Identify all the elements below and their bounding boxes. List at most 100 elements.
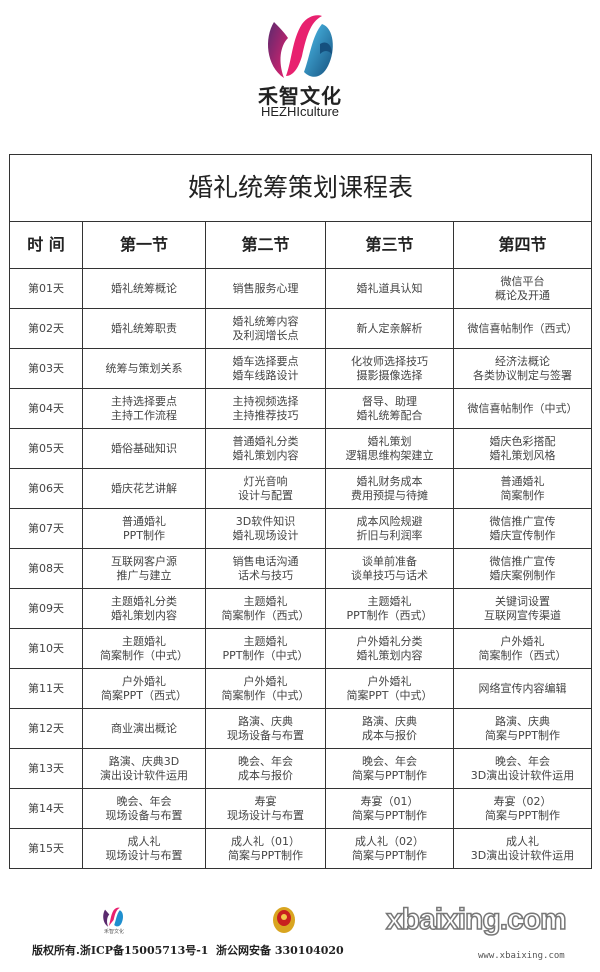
watermark-url: www.xbaixing.com	[478, 951, 565, 961]
course-cell: 互联网客户源 推广与建立	[82, 548, 206, 589]
course-line: 演出设计软件运用	[100, 768, 188, 782]
course-line: 寿宴（01）	[360, 794, 419, 808]
course-cell: 成人礼（02） 简案与PPT制作	[325, 828, 454, 869]
course-cell: 婚礼策划 逻辑思维构架建立	[325, 428, 454, 469]
table-row: 第12天 商业演出概论 路演、庆典 现场设备与布置 路演、庆典 成本与报价 路演、庆典 简案与…	[9, 708, 592, 749]
table-row: 第05天 婚俗基础知识 普通婚礼分类 婚礼策划内容 婚礼策划 逻辑思维构架建立 婚庆色彩搭配…	[9, 428, 592, 469]
table-row: 第02天 婚礼统筹职责 婚礼统筹内容 及利润增长点 新人定亲解析 微信喜帖制作（西式）	[9, 308, 592, 349]
course-cell: 晚会、年会 简案与PPT制作	[325, 748, 454, 789]
course-line: 简案制作（中式）	[100, 648, 188, 662]
course-line: 各类协议制定与签署	[473, 368, 572, 382]
course-line: 户外婚礼	[122, 674, 166, 688]
police-emblem-icon	[273, 907, 295, 933]
course-line: 婚庆色彩搭配	[489, 434, 556, 448]
course-cell: 普通婚礼 简案制作	[453, 468, 592, 509]
course-line: 微信喜帖制作（中式）	[467, 401, 578, 415]
header-session-4: 第四节	[453, 221, 592, 269]
table-row: 第10天 主题婚礼 简案制作（中式） 主题婚礼 PPT制作（中式） 户外婚礼分类 婚礼策划内…	[9, 628, 592, 669]
course-cell: 成本风险规避 折旧与利润率	[325, 508, 454, 549]
course-line: 路演、庆典	[362, 714, 417, 728]
course-line: 婚礼现场设计	[232, 528, 299, 542]
course-line: 简案制作（中式）	[221, 688, 310, 702]
course-line: 路演、庆典	[238, 714, 293, 728]
course-cell: 成人礼 3D演出设计软件运用	[453, 828, 592, 869]
day-cell: 第01天	[9, 268, 83, 309]
course-line: 成本与报价	[362, 728, 417, 742]
course-cell: 户外婚礼 简案PPT（西式）	[82, 668, 206, 709]
course-cell: 寿宴 现场设计与布置	[205, 788, 326, 829]
course-line: 婚礼财务成本	[356, 474, 423, 488]
course-line: 督导、助理	[362, 394, 417, 408]
course-line: 简案与PPT制作	[485, 808, 560, 822]
course-line: 婚礼统筹内容	[232, 314, 299, 328]
table-row: 第04天 主持选择要点 主持工作流程 主持视频选择 主持推荐技巧 督导、助理 婚礼统筹配合微…	[9, 388, 592, 429]
course-cell: 路演、庆典 现场设备与布置	[205, 708, 326, 749]
course-line: 现场设备与布置	[227, 728, 304, 742]
course-line: 经济法概论	[495, 354, 550, 368]
course-line: 婚礼策划	[367, 434, 412, 448]
course-line: 微信平台	[500, 274, 545, 288]
course-line: 简案与PPT制作	[352, 768, 427, 782]
course-line: 3D演出设计软件运用	[470, 768, 575, 782]
course-cell: 寿宴（02） 简案与PPT制作	[453, 788, 592, 829]
table-row: 第09天 主题婚礼分类 婚礼策划内容 主题婚礼 简案制作（西式） 主题婚礼 PPT制作（西式…	[9, 588, 592, 629]
course-line: 简案与PPT制作	[352, 808, 427, 822]
course-cell: 婚礼财务成本 费用预提与待摊	[325, 468, 454, 509]
course-cell: 普通婚礼分类 婚礼策划内容	[205, 428, 326, 469]
table-header-row: 时 间 第一节 第二节 第三节 第四节	[9, 221, 592, 269]
course-line: 主题婚礼	[122, 634, 166, 648]
course-line: 主持视频选择	[232, 394, 299, 408]
course-line: 现场设备与布置	[105, 808, 183, 822]
course-cell: 婚庆花艺讲解	[82, 468, 206, 509]
header-session-1: 第一节	[82, 221, 206, 269]
day-cell: 第11天	[9, 668, 83, 709]
course-line: 婚礼策划风格	[489, 448, 556, 462]
public-security-record-link[interactable]: 浙公网安备 330104020	[216, 944, 344, 957]
icp-license-link[interactable]: 版权所有.浙ICP备15005713号-1	[32, 944, 209, 957]
course-line: 简案与PPT制作	[352, 848, 427, 862]
header-session-3: 第三节	[325, 221, 454, 269]
table-row: 第01天 婚礼统筹概论 销售服务心理 婚礼道具认知 微信平台 概论及开通	[9, 268, 592, 309]
course-line: 新人定亲解析	[356, 321, 423, 335]
course-cell: 晚会、年会 成本与报价	[205, 748, 326, 789]
course-line: 成本风险规避	[356, 514, 423, 528]
course-line: 概论及开通	[495, 288, 550, 302]
course-cell: 商业演出概论	[82, 708, 206, 749]
course-line: 微信喜帖制作（西式）	[467, 321, 578, 335]
table-row: 第06天 婚庆花艺讲解 灯光音响 设计与配置 婚礼财务成本 费用预提与待摊 普通婚礼 简案制作	[9, 468, 592, 509]
brand-name-en: HEZHIculture	[260, 104, 340, 119]
course-line: 晚会、年会	[362, 754, 417, 768]
course-line: 现场设计与布置	[105, 848, 183, 862]
course-line: 户外婚礼	[367, 674, 412, 688]
table-row: 第03天 统筹与策划关系 婚车选择要点 婚车线路设计 化妆师选择技巧 摄影摄像选择 经济法概…	[9, 348, 592, 389]
course-line: 婚礼道具认知	[356, 281, 423, 295]
course-schedule-table: 婚礼统筹策划课程表 时 间 第一节 第二节 第三节 第四节 第01天 婚礼统筹概论…	[9, 154, 592, 869]
day-cell: 第12天	[9, 708, 83, 749]
course-line: 主持推荐技巧	[232, 408, 299, 422]
course-line: PPT制作（西式）	[346, 608, 433, 622]
course-cell: 灯光音响 设计与配置	[205, 468, 326, 509]
course-cell: 微信推广宣传 婚庆宣传制作	[453, 508, 592, 549]
course-line: 摄影摄像选择	[356, 368, 423, 382]
course-cell: 婚俗基础知识	[82, 428, 206, 469]
course-line: 设计与配置	[238, 488, 293, 502]
course-line: 晚会、年会	[495, 754, 550, 768]
course-line: 灯光音响	[243, 474, 288, 488]
course-line: 谈单前准备	[362, 554, 417, 568]
course-line: 主题婚礼	[367, 594, 412, 608]
table-row: 第15天 成人礼 现场设计与布置 成人礼（01） 简案与PPT制作 成人礼（02） 简案与P…	[9, 828, 592, 869]
table-row: 第11天 户外婚礼 简案PPT（西式） 户外婚礼 简案制作（中式） 户外婚礼 简案PPT（中…	[9, 668, 592, 709]
course-line: 婚车线路设计	[232, 368, 299, 382]
day-cell: 第15天	[9, 828, 83, 869]
course-cell: 婚礼道具认知	[325, 268, 454, 309]
course-line: 户外婚礼分类	[356, 634, 423, 648]
course-line: 成人礼（02）	[355, 834, 424, 848]
table-row: 第08天 互联网客户源 推广与建立 销售电话沟通 话术与技巧 谈单前准备 谈单技巧与话术 微信…	[9, 548, 592, 589]
day-cell: 第13天	[9, 748, 83, 789]
course-cell: 婚礼统筹职责	[82, 308, 206, 349]
day-cell: 第08天	[9, 548, 83, 589]
course-cell: 主题婚礼分类 婚礼策划内容	[82, 588, 206, 629]
course-line: 婚礼统筹概论	[111, 281, 177, 295]
day-cell: 第03天	[9, 348, 83, 389]
course-line: 话术与技巧	[238, 568, 293, 582]
